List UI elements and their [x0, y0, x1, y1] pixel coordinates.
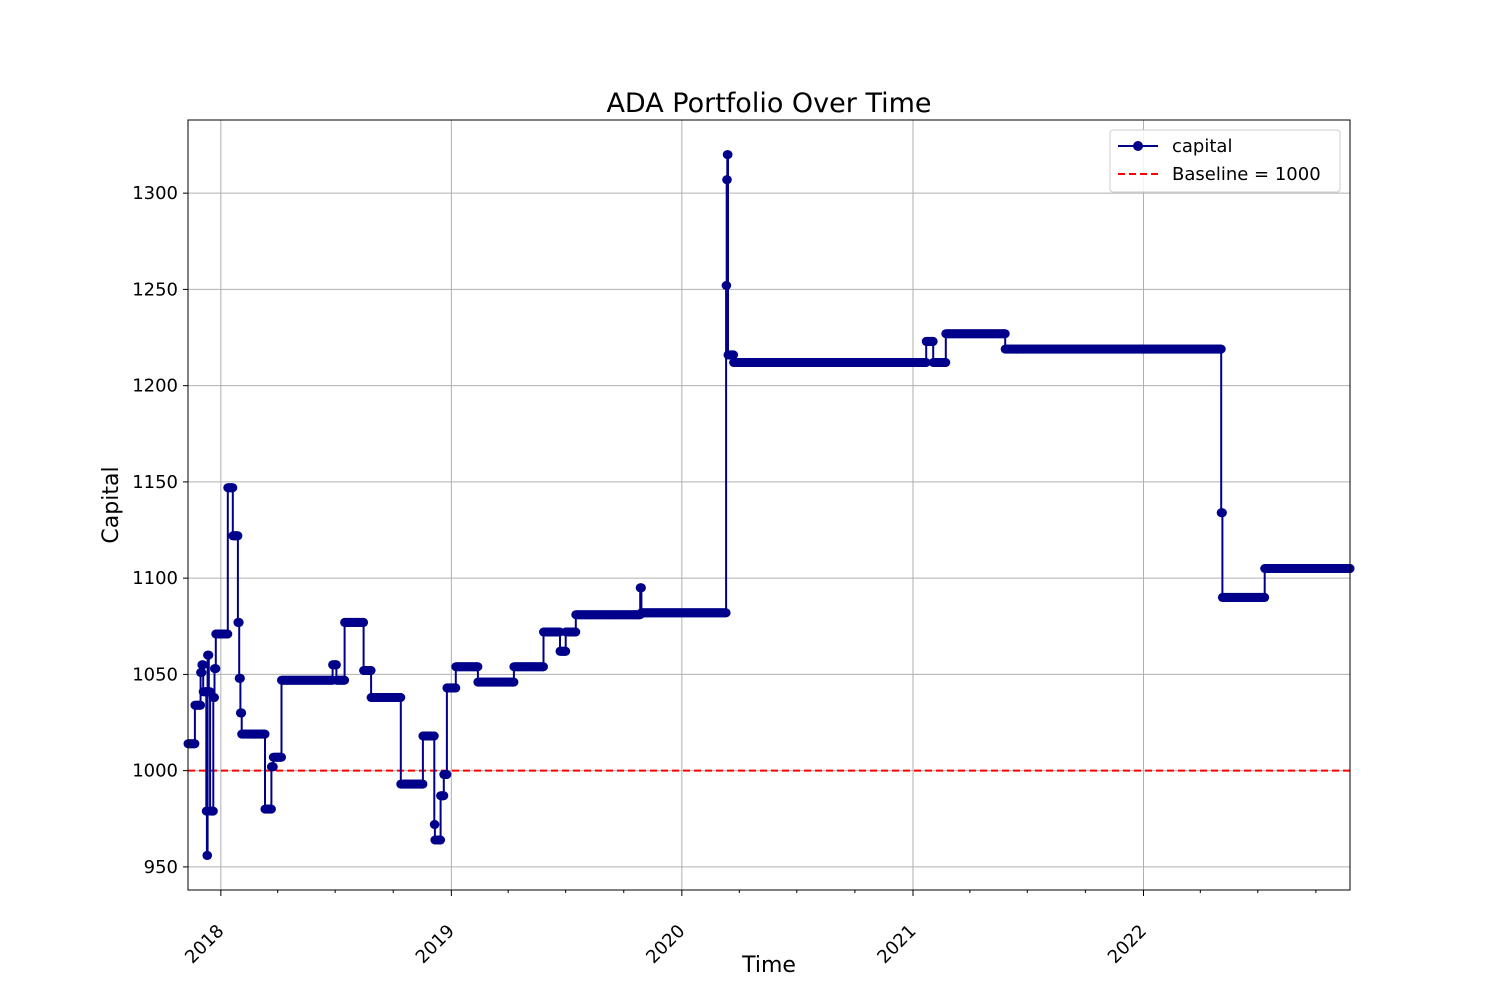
plot-frame: [187, 119, 1351, 891]
capital-point: [203, 850, 213, 860]
capital-point: [210, 693, 219, 702]
y-tick-label: 1050: [132, 664, 178, 685]
capital-point: [921, 358, 931, 367]
grid-layer: [188, 120, 1350, 890]
capital-point: [366, 666, 376, 675]
capital-point: [228, 483, 238, 493]
capital-point: [442, 770, 452, 779]
capital-point: [198, 660, 208, 670]
capital-point: [208, 806, 218, 816]
capital-point: [237, 708, 247, 718]
capital-point: [1000, 329, 1010, 339]
capital-point: [473, 662, 483, 672]
legend-capital-label: capital: [1172, 136, 1232, 157]
capital-point: [722, 281, 732, 290]
capital-point: [723, 150, 733, 160]
capital-point: [196, 700, 206, 710]
capital-point: [260, 729, 270, 739]
capital-point: [211, 664, 221, 674]
capital-point: [331, 660, 341, 670]
y-tick-label: 950: [144, 857, 178, 878]
capital-point: [928, 336, 938, 346]
capital-point: [418, 779, 428, 789]
y-tick-label: 1000: [132, 761, 178, 782]
capital-point: [436, 835, 446, 845]
capital-point: [722, 175, 732, 185]
y-tick-label: 1300: [132, 183, 178, 204]
capital-point: [233, 531, 243, 541]
capital-point: [396, 693, 406, 702]
capital-point: [721, 608, 731, 618]
legend-baseline-label: Baseline = 1000: [1172, 164, 1321, 185]
y-tick-label: 1250: [132, 279, 178, 300]
capital-point: [539, 662, 548, 672]
legend-capital-marker: [1133, 141, 1143, 151]
y-axis-title: Capital: [99, 466, 124, 543]
capital-point: [561, 646, 571, 656]
capital-point: [197, 668, 207, 677]
capital-point: [340, 675, 350, 685]
capital-point: [1216, 344, 1226, 354]
capital-point: [729, 350, 739, 360]
capital-point: [234, 617, 244, 627]
capital-point: [571, 627, 581, 637]
capital-point: [509, 677, 519, 687]
capital-point: [451, 683, 461, 693]
capital-point: [235, 673, 245, 683]
y-tick-label: 1150: [132, 472, 178, 493]
capital-point: [266, 804, 276, 814]
capital-point: [204, 650, 214, 660]
chart-title: ADA Portfolio Over Time: [606, 88, 931, 119]
y-tick-label: 1200: [132, 376, 178, 397]
capital-point: [941, 358, 951, 367]
capital-point: [359, 617, 369, 627]
legend: capital Baseline = 1000: [1109, 129, 1341, 193]
capital-point: [430, 820, 440, 829]
capital-point: [277, 752, 286, 762]
y-tick-label: 1100: [132, 568, 178, 589]
capital-point: [429, 731, 439, 741]
capital-point: [1217, 508, 1227, 518]
capital-point: [1260, 592, 1270, 602]
series-layer: [183, 150, 1355, 860]
capital-point: [268, 762, 278, 772]
capital-point: [190, 739, 200, 749]
capital-markers: [183, 150, 1355, 860]
legend-box: [1109, 129, 1341, 193]
capital-point: [439, 791, 449, 801]
capital-point: [223, 629, 233, 639]
x-axis-title: Time: [741, 953, 796, 978]
capital-point: [636, 583, 646, 593]
